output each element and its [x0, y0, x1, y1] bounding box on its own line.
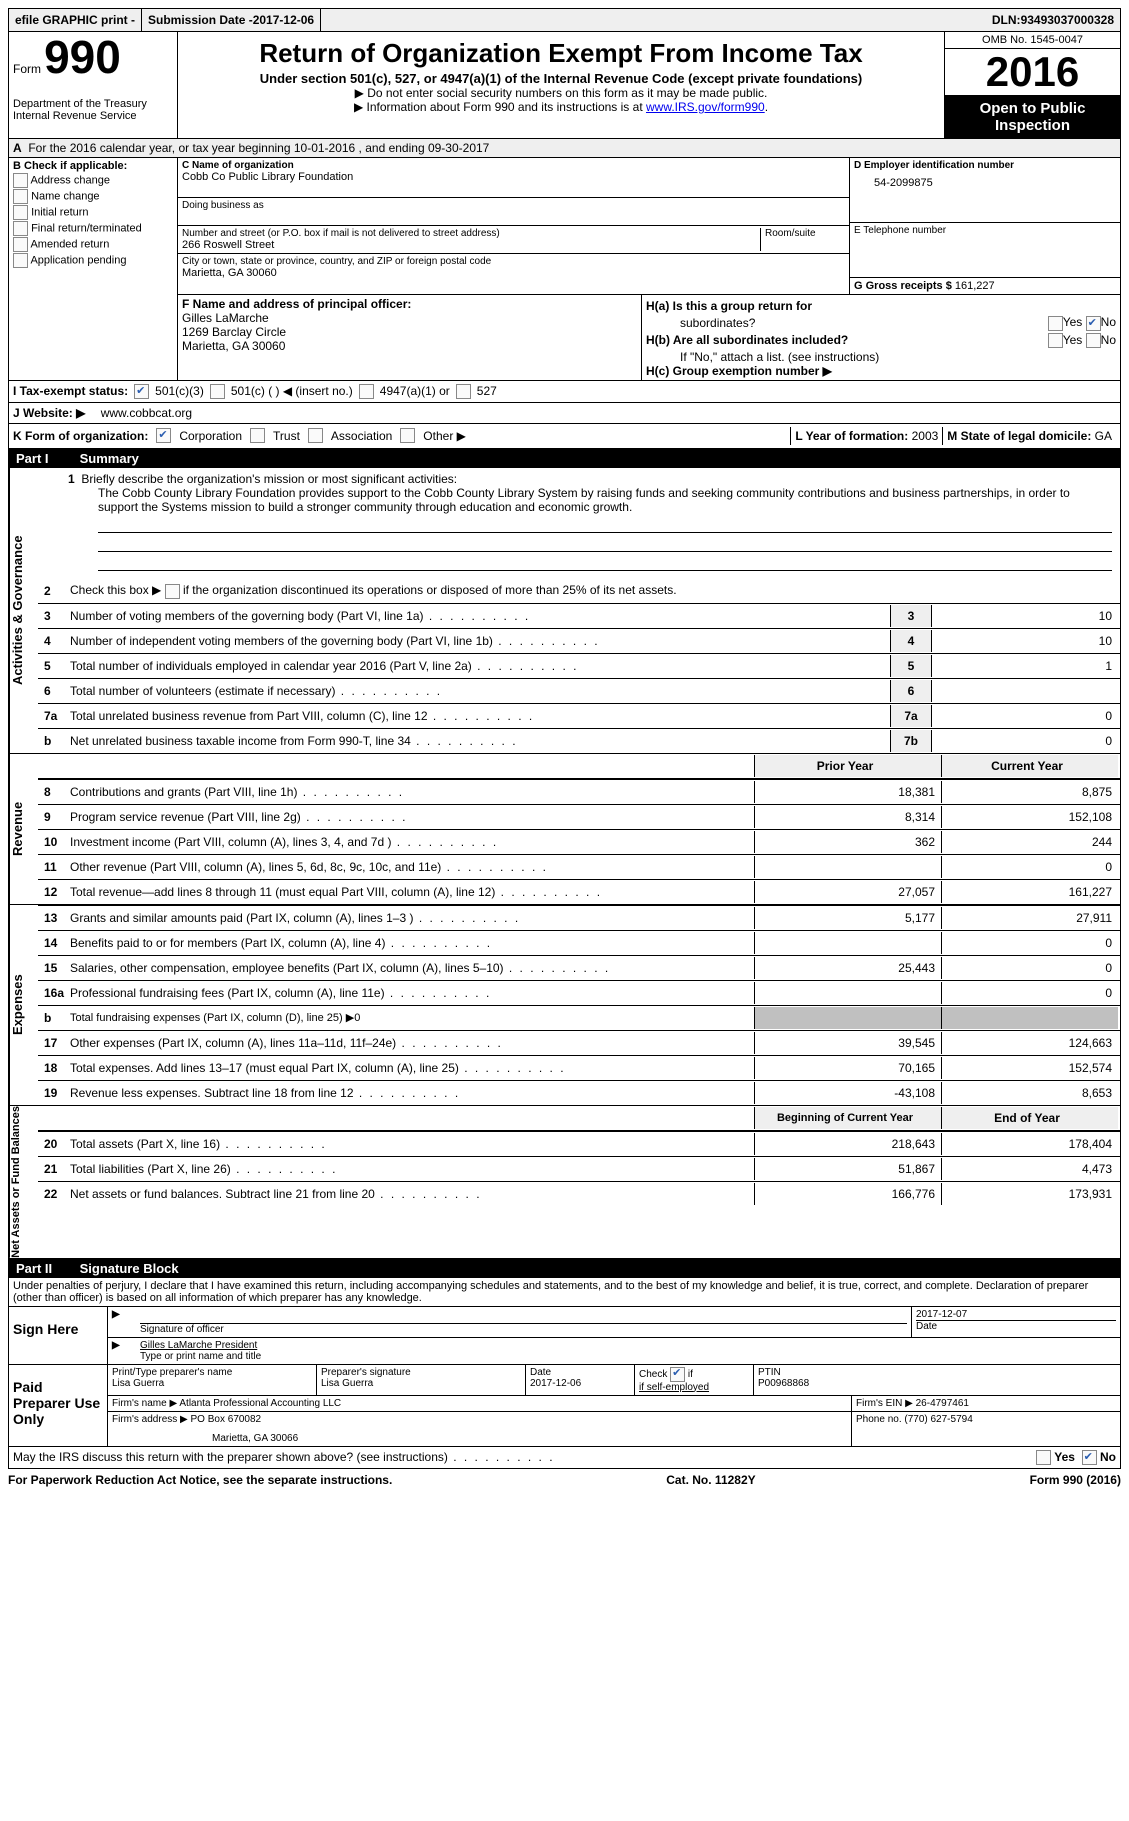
discuss-no-checkbox[interactable]	[1082, 1450, 1097, 1465]
line-row: 4 Number of independent voting members o…	[38, 628, 1120, 653]
line-row: 12 Total revenue—add lines 8 through 11 …	[38, 879, 1120, 904]
line-row: 9 Program service revenue (Part VIII, li…	[38, 804, 1120, 829]
ein: 54-2099875	[854, 171, 1116, 189]
street-address: 266 Roswell Street	[182, 239, 760, 251]
line-row: 15 Salaries, other compensation, employe…	[38, 955, 1120, 980]
discuss-yes-checkbox[interactable]	[1036, 1450, 1051, 1465]
section-h: H(a) Is this a group return for subordin…	[642, 295, 1120, 380]
declaration-text: Under penalties of perjury, I declare th…	[9, 1278, 1120, 1306]
paid-preparer-label: Paid Preparer Use Only	[9, 1365, 108, 1446]
self-employed-checkbox[interactable]	[670, 1367, 685, 1382]
form-subtitle: Under section 501(c), 527, or 4947(a)(1)…	[184, 71, 938, 86]
dln-cell: DLN: 93493037000328	[986, 9, 1120, 31]
line-row: 5 Total number of individuals employed i…	[38, 653, 1120, 678]
section-a-through-k: A For the 2016 calendar year, or tax yea…	[8, 139, 1121, 449]
hb-no-checkbox[interactable]	[1086, 333, 1101, 348]
section-j: J Website: ▶ www.cobbcat.org	[9, 402, 1120, 423]
ha-no-checkbox[interactable]	[1086, 316, 1101, 331]
501c3-checkbox[interactable]	[134, 384, 149, 399]
line-row: 3 Number of voting members of the govern…	[38, 603, 1120, 628]
vert-activities: Activities & Governance	[9, 468, 38, 753]
line-row: 21 Total liabilities (Part X, line 26) 5…	[38, 1156, 1120, 1181]
4947-checkbox[interactable]	[359, 384, 374, 399]
org-name: Cobb Co Public Library Foundation	[182, 171, 845, 183]
vert-expenses: Expenses	[9, 905, 38, 1105]
initial-return-checkbox[interactable]	[13, 205, 28, 220]
row-a: A For the 2016 calendar year, or tax yea…	[9, 139, 1120, 158]
address-change-checkbox[interactable]	[13, 173, 28, 188]
line-row: 19 Revenue less expenses. Subtract line …	[38, 1080, 1120, 1105]
line-row: 11 Other revenue (Part VIII, column (A),…	[38, 854, 1120, 879]
note-ssn: ▶ Do not enter social security numbers o…	[184, 86, 938, 100]
line-row: 6 Total number of volunteers (estimate i…	[38, 678, 1120, 703]
line-row: 17 Other expenses (Part IX, column (A), …	[38, 1030, 1120, 1055]
527-checkbox[interactable]	[456, 384, 471, 399]
open-inspection: Open to PublicInspection	[945, 96, 1120, 138]
trust-checkbox[interactable]	[250, 428, 265, 443]
top-bar: efile GRAPHIC print - Submission Date - …	[8, 8, 1121, 32]
form-title: Return of Organization Exempt From Incom…	[184, 38, 938, 69]
corp-checkbox[interactable]	[156, 428, 171, 443]
line-row: 14 Benefits paid to or for members (Part…	[38, 930, 1120, 955]
irs-link[interactable]: www.IRS.gov/form990	[646, 100, 765, 114]
note-info: ▶ Information about Form 990 and its ins…	[184, 100, 938, 114]
part2-header: Part II Signature Block	[8, 1259, 1121, 1278]
line-row: 18 Total expenses. Add lines 13–17 (must…	[38, 1055, 1120, 1080]
other-checkbox[interactable]	[400, 428, 415, 443]
line-row: 16a Professional fundraising fees (Part …	[38, 980, 1120, 1005]
city-state-zip: Marietta, GA 30060	[182, 267, 845, 279]
sign-here-label: Sign Here	[9, 1307, 108, 1364]
amended-return-checkbox[interactable]	[13, 237, 28, 252]
vert-revenue: Revenue	[9, 754, 38, 904]
submission-cell: Submission Date - 2017-12-06	[142, 9, 321, 31]
line-row: 13 Grants and similar amounts paid (Part…	[38, 905, 1120, 930]
vert-net: Net Assets or Fund Balances	[9, 1106, 38, 1258]
line-row: 10 Investment income (Part VIII, column …	[38, 829, 1120, 854]
line-row: 20 Total assets (Part X, line 16) 218,64…	[38, 1131, 1120, 1156]
form-word: Form	[13, 62, 41, 76]
omb-number: OMB No. 1545-0047	[945, 32, 1120, 49]
line-row: b Net unrelated business taxable income …	[38, 728, 1120, 753]
efile-label: efile GRAPHIC print -	[9, 9, 142, 31]
section-f: F Name and address of principal officer:…	[178, 295, 642, 380]
signature-block: Under penalties of perjury, I declare th…	[8, 1278, 1121, 1469]
tax-year: 2016	[945, 49, 1120, 96]
final-return-checkbox[interactable]	[13, 221, 28, 236]
part1-body: Activities & Governance 1 Briefly descri…	[8, 468, 1121, 1259]
part1-header: Part I Summary	[8, 449, 1121, 468]
website: www.cobbcat.org	[101, 406, 192, 420]
section-i: I Tax-exempt status: 501(c)(3) 501(c) ( …	[9, 380, 1120, 402]
dept-treasury: Department of the Treasury	[13, 98, 173, 110]
section-b: B Check if applicable: Address change Na…	[9, 158, 178, 380]
mission-text: The Cobb County Library Foundation provi…	[98, 486, 1112, 514]
irs-label: Internal Revenue Service	[13, 110, 173, 122]
application-pending-checkbox[interactable]	[13, 253, 28, 268]
assoc-checkbox[interactable]	[308, 428, 323, 443]
ha-yes-checkbox[interactable]	[1048, 316, 1063, 331]
gross-receipts: 161,227	[955, 280, 995, 292]
discontinued-checkbox[interactable]	[165, 584, 180, 599]
page-footer: For Paperwork Reduction Act Notice, see …	[8, 1469, 1121, 1491]
line-row: 7a Total unrelated business revenue from…	[38, 703, 1120, 728]
hb-yes-checkbox[interactable]	[1048, 333, 1063, 348]
line-row: 22 Net assets or fund balances. Subtract…	[38, 1181, 1120, 1206]
line-row: 8 Contributions and grants (Part VIII, l…	[38, 779, 1120, 804]
form-header: Form 990 Department of the Treasury Inte…	[8, 32, 1121, 139]
501c-checkbox[interactable]	[210, 384, 225, 399]
form-number: 990	[44, 31, 121, 83]
name-change-checkbox[interactable]	[13, 189, 28, 204]
